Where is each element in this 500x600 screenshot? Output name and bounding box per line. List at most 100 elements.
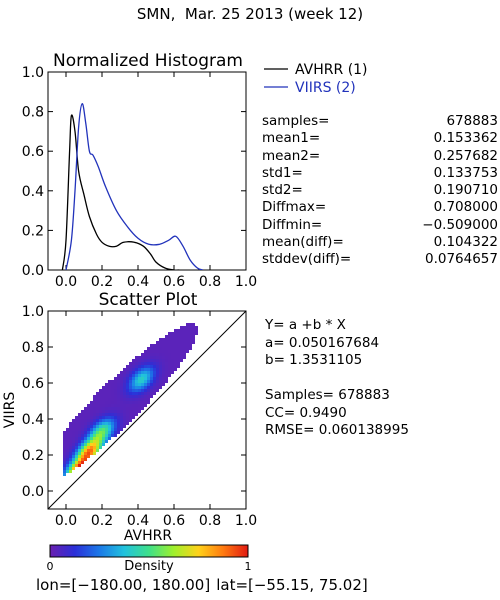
density-cell — [141, 377, 144, 380]
density-cell — [99, 401, 102, 404]
density-cell — [156, 353, 159, 356]
density-cell — [84, 446, 87, 449]
density-cell — [99, 392, 102, 395]
density-cell — [90, 413, 93, 416]
density-cell — [99, 440, 102, 443]
density-cell — [78, 440, 81, 443]
density-cell — [63, 437, 66, 440]
density-cell — [63, 467, 66, 470]
density-cell — [159, 371, 162, 374]
density-cell — [159, 338, 162, 341]
density-cell — [108, 425, 111, 428]
density-cell — [93, 395, 96, 398]
density-cell — [105, 422, 108, 425]
density-cell — [168, 338, 171, 341]
density-cell — [186, 326, 189, 329]
density-cell — [93, 425, 96, 428]
density-cell — [180, 332, 183, 335]
density-cell — [63, 443, 66, 446]
density-cell — [105, 428, 108, 431]
density-cell — [87, 419, 90, 422]
density-cell — [138, 389, 141, 392]
density-cell — [147, 401, 150, 404]
density-cell — [141, 356, 144, 359]
density-cell — [141, 365, 144, 368]
density-cell — [87, 431, 90, 434]
density-cell — [123, 422, 126, 425]
footer-lat-label: lat= — [216, 576, 248, 594]
density-cell — [135, 362, 138, 365]
density-cell — [177, 347, 180, 350]
density-cell — [120, 395, 123, 398]
density-cell — [75, 431, 78, 434]
density-cell — [138, 401, 141, 404]
density-cell — [81, 458, 84, 461]
density-cell — [147, 395, 150, 398]
density-cell — [135, 398, 138, 401]
density-cell — [150, 380, 153, 383]
density-cell — [120, 389, 123, 392]
density-cell — [105, 395, 108, 398]
density-cell — [153, 377, 156, 380]
histogram-title: Normalized Histogram — [53, 51, 243, 71]
density-cell — [153, 371, 156, 374]
density-cell — [108, 398, 111, 401]
density-cell — [105, 413, 108, 416]
stat-label: std1= — [262, 164, 303, 181]
density-cell — [153, 380, 156, 383]
density-cell — [147, 362, 150, 365]
density-cell — [180, 347, 183, 350]
density-cell — [117, 431, 120, 434]
density-cell — [189, 329, 192, 332]
density-cell — [168, 371, 171, 374]
density-cell — [90, 416, 93, 419]
density-cell — [153, 350, 156, 353]
density-cell — [123, 416, 126, 419]
density-cell — [138, 404, 141, 407]
density-cell — [138, 392, 141, 395]
density-cell — [129, 407, 132, 410]
density-cell — [147, 398, 150, 401]
density-cell — [114, 410, 117, 413]
density-cell — [66, 470, 69, 473]
density-cell — [78, 416, 81, 419]
density-cell — [81, 422, 84, 425]
density-cell — [174, 338, 177, 341]
density-cell — [105, 437, 108, 440]
density-cell — [117, 386, 120, 389]
density-cell — [69, 449, 72, 452]
density-cell — [156, 362, 159, 365]
density-cell — [132, 371, 135, 374]
density-cell — [99, 413, 102, 416]
density-cell — [117, 407, 120, 410]
stat-row: samples= 678883 — [262, 113, 498, 130]
density-cell — [147, 350, 150, 353]
density-cell — [150, 347, 153, 350]
density-cell — [138, 383, 141, 386]
density-cell — [156, 374, 159, 377]
density-cell — [153, 374, 156, 377]
density-cell — [147, 368, 150, 371]
scatter-ylabel: VIIRS — [2, 392, 18, 429]
density-cell — [105, 401, 108, 404]
density-cell — [123, 407, 126, 410]
density-cell — [135, 389, 138, 392]
density-cell — [81, 416, 84, 419]
density-cell — [108, 401, 111, 404]
density-cell — [162, 359, 165, 362]
density-cell — [168, 350, 171, 353]
density-cell — [171, 359, 174, 362]
density-cell — [120, 377, 123, 380]
density-cell — [84, 443, 87, 446]
density-cell — [75, 422, 78, 425]
density-cell — [168, 356, 171, 359]
density-cell — [135, 371, 138, 374]
density-cell — [96, 443, 99, 446]
density-cell — [156, 380, 159, 383]
density-cell — [66, 446, 69, 449]
one-to-one-line — [47, 310, 247, 510]
density-cell — [90, 437, 93, 440]
density-cell — [135, 383, 138, 386]
density-cell — [120, 386, 123, 389]
density-cell — [96, 422, 99, 425]
